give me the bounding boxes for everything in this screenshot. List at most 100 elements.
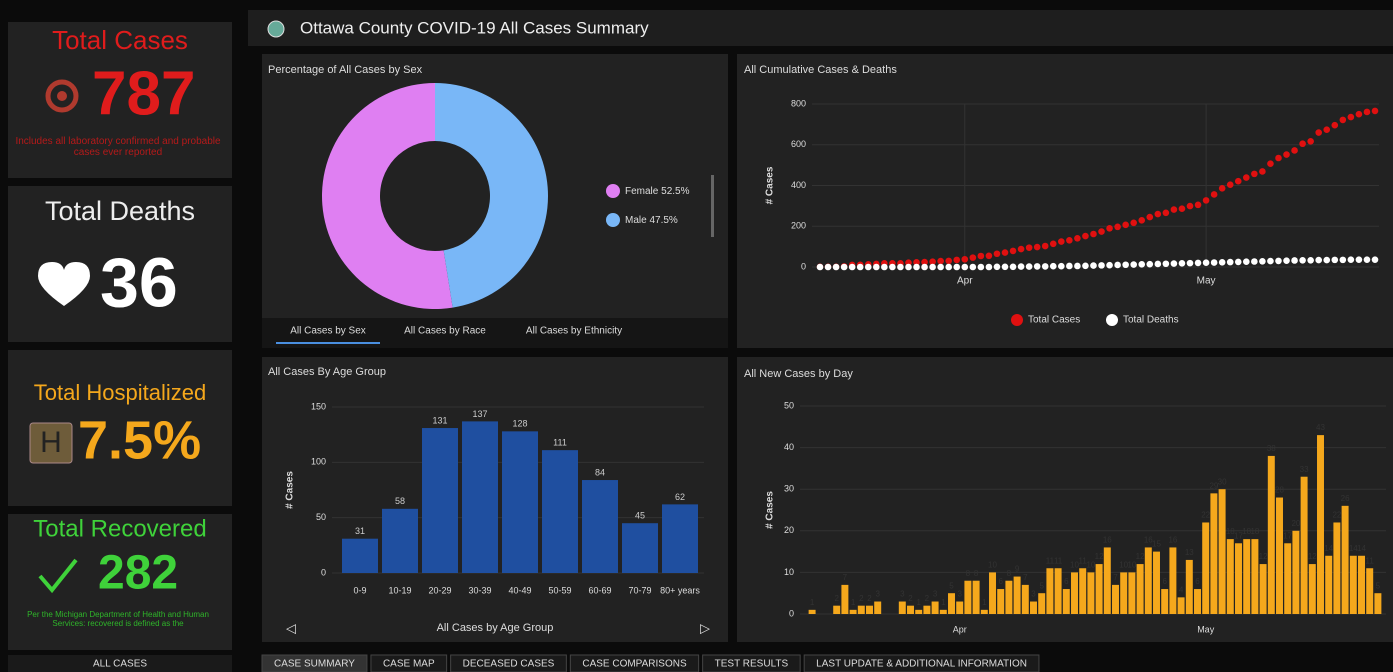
- bar: [1021, 584, 1029, 614]
- sidebar-nav-label[interactable]: ALL CASES: [93, 659, 147, 670]
- point: [1371, 256, 1379, 263]
- pie-slice: [435, 83, 549, 308]
- data-label: 17: [1283, 531, 1292, 540]
- chart-title: All Cumulative Cases & Deaths: [744, 64, 897, 76]
- point: [1218, 259, 1226, 266]
- point: [864, 263, 872, 271]
- point: [1291, 257, 1298, 264]
- bar: [662, 504, 698, 573]
- point: [969, 263, 977, 271]
- h-icon: [29, 422, 73, 464]
- next-arrow[interactable]: ▷: [700, 620, 710, 635]
- y-tick-label: 50: [784, 400, 794, 410]
- point: [929, 263, 936, 271]
- data-label: 11: [1054, 556, 1063, 565]
- data-label: 18: [1250, 527, 1259, 536]
- prev-arrow[interactable]: ◁: [286, 620, 296, 635]
- card: [8, 22, 232, 178]
- bar: [1292, 530, 1300, 614]
- bar: [1177, 597, 1185, 614]
- bar: [1128, 572, 1136, 614]
- legend-name: Female: [625, 186, 659, 197]
- data-label: 8: [966, 569, 971, 578]
- bar: [1144, 547, 1152, 614]
- tab[interactable]: LAST UPDATE & ADDITIONAL INFORMATION: [816, 659, 1027, 670]
- tab[interactable]: CASE COMPARISONS: [582, 659, 687, 670]
- data-label: 8: [974, 569, 979, 578]
- point: [1243, 174, 1250, 181]
- data-label: 12: [1095, 552, 1104, 561]
- point: [1234, 177, 1242, 185]
- y-tick-label: 600: [791, 139, 806, 149]
- point: [1017, 263, 1025, 270]
- legend-value: 47.5%: [649, 215, 677, 226]
- x-tick-label: May: [1197, 624, 1215, 634]
- point: [937, 257, 944, 265]
- data-label: 6: [1064, 577, 1069, 586]
- bar: [1161, 589, 1169, 614]
- point: [937, 263, 944, 271]
- data-label: 20: [1291, 519, 1300, 528]
- data-label: 1: [982, 598, 987, 607]
- x-tick-label: Apr: [957, 276, 973, 287]
- point: [913, 259, 920, 266]
- data-label: 3: [957, 590, 962, 599]
- point: [1267, 160, 1274, 167]
- x-tick-label: May: [1197, 276, 1216, 287]
- point: [1347, 256, 1355, 263]
- x-tick-label: 20-29: [428, 585, 451, 595]
- bar: [1366, 568, 1374, 614]
- legend-name: Male: [625, 215, 647, 226]
- pie-tab[interactable]: All Cases by Sex: [290, 326, 366, 337]
- point: [945, 257, 952, 265]
- point: [1106, 224, 1113, 232]
- point: [961, 263, 969, 271]
- point: [889, 263, 896, 271]
- tab[interactable]: DECEASED CASES: [463, 659, 555, 670]
- bar: [1333, 522, 1341, 614]
- point: [1226, 258, 1234, 266]
- data-label: 1: [916, 598, 921, 607]
- point: [929, 258, 936, 266]
- bar: [849, 609, 857, 614]
- legend-label: Total Cases: [1028, 315, 1080, 326]
- sidebar-nav[interactable]: [8, 655, 232, 672]
- x-tick-label: 60-69: [588, 585, 611, 595]
- point: [1299, 256, 1306, 264]
- point: [961, 255, 969, 263]
- point: [985, 252, 993, 260]
- legend-label: Male 47.5%: [625, 215, 678, 226]
- bar: [1210, 493, 1218, 614]
- point: [1138, 217, 1146, 224]
- point: [1138, 261, 1146, 268]
- point: [1339, 256, 1347, 264]
- bar: [1374, 593, 1382, 614]
- point: [1307, 137, 1314, 145]
- y-tick-label: 40: [784, 442, 794, 452]
- bar: [1358, 555, 1365, 614]
- bar: [622, 523, 658, 573]
- bar: [422, 428, 458, 573]
- legend-label: Female 52.5%: [625, 186, 690, 197]
- tab-box: [702, 654, 801, 672]
- data-label: 5: [1039, 581, 1044, 590]
- point: [1355, 256, 1363, 263]
- bar: [1276, 497, 1283, 614]
- pie-tab[interactable]: All Cases by Race: [404, 326, 486, 337]
- bar: [874, 601, 882, 614]
- virus-icon: [45, 79, 79, 113]
- bar: [1095, 564, 1103, 614]
- tab-box: [261, 654, 368, 672]
- data-label: 2: [859, 594, 864, 603]
- card-label: Total Deaths: [45, 196, 195, 226]
- data-label: 10: [1070, 561, 1079, 570]
- bar: [1317, 435, 1324, 614]
- pie-tab[interactable]: All Cases by Ethnicity: [526, 326, 622, 337]
- point: [1074, 234, 1081, 242]
- tab[interactable]: TEST RESULTS: [715, 659, 789, 670]
- bar: [1235, 543, 1242, 614]
- tab[interactable]: CASE MAP: [383, 659, 435, 670]
- tab[interactable]: CASE SUMMARY: [274, 659, 355, 670]
- note: Includes all laboratory confirmed and pr…: [15, 136, 220, 158]
- data-label: 28: [1275, 486, 1284, 495]
